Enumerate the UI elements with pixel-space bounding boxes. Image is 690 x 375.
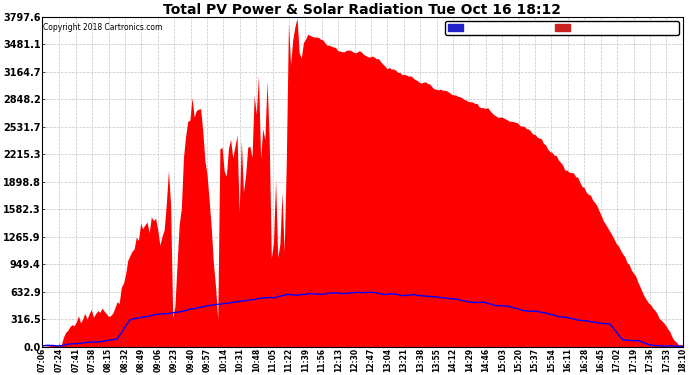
Legend: Radiation  (W/m2), PV Panels  (DC Watts): Radiation (W/m2), PV Panels (DC Watts)	[446, 21, 678, 35]
Title: Total PV Power & Solar Radiation Tue Oct 16 18:12: Total PV Power & Solar Radiation Tue Oct…	[164, 3, 562, 17]
Text: Copyright 2018 Cartronics.com: Copyright 2018 Cartronics.com	[43, 23, 163, 32]
